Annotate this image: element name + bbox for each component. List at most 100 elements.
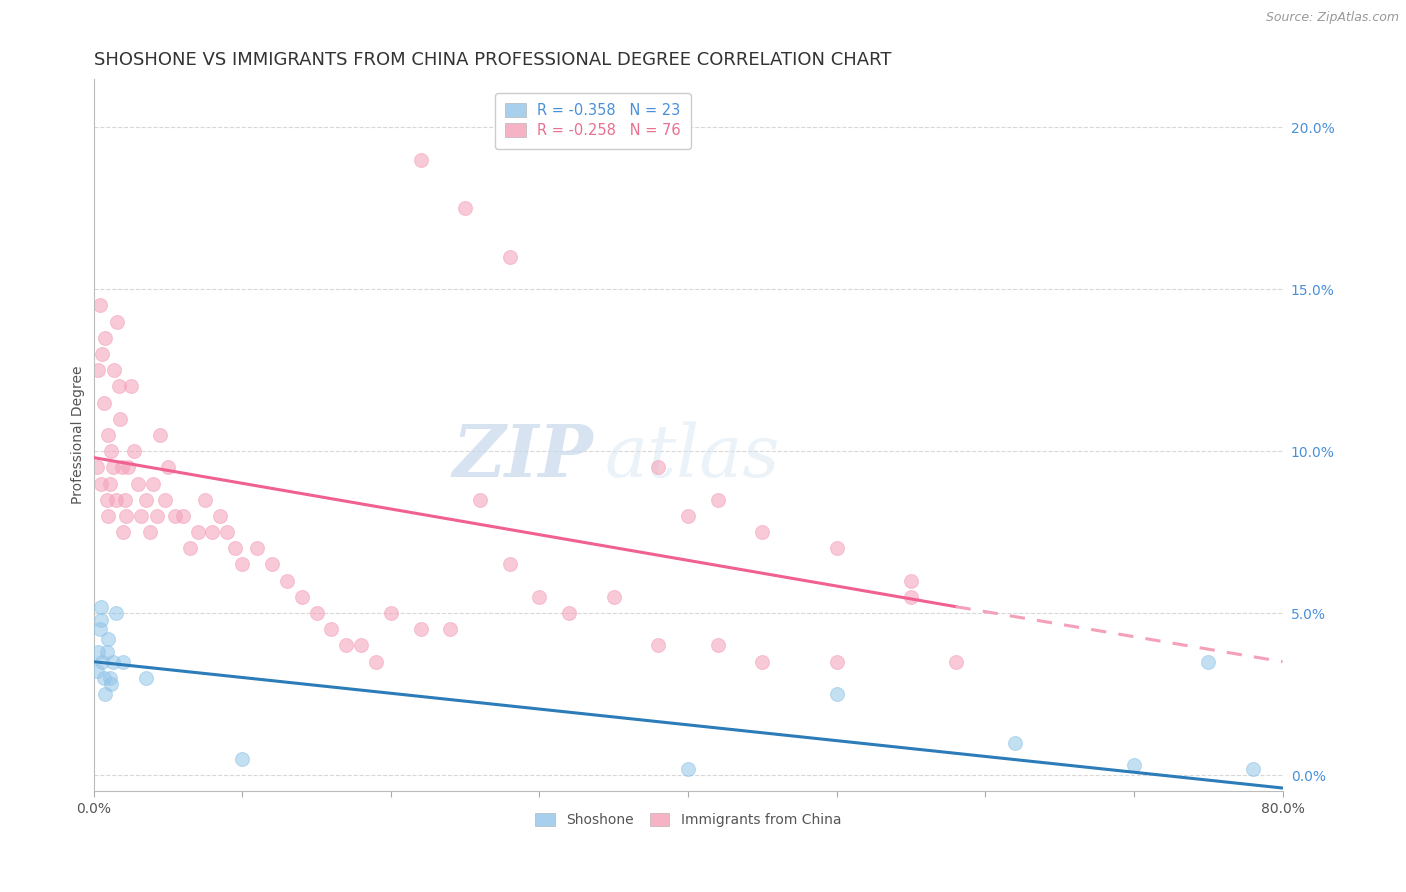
Point <box>707 639 730 653</box>
Point <box>122 444 145 458</box>
Point <box>108 379 131 393</box>
Point <box>165 508 187 523</box>
Point <box>603 590 626 604</box>
Y-axis label: Professional Degree: Professional Degree <box>72 366 86 504</box>
Point <box>97 428 120 442</box>
Point <box>900 590 922 604</box>
Point <box>105 314 128 328</box>
Point <box>529 590 551 604</box>
Point <box>94 687 117 701</box>
Point <box>676 762 699 776</box>
Point <box>101 460 124 475</box>
Point <box>104 492 127 507</box>
Point <box>208 508 231 523</box>
Point <box>114 492 136 507</box>
Point <box>291 590 314 604</box>
Point <box>231 558 253 572</box>
Point <box>153 492 176 507</box>
Point <box>246 541 269 556</box>
Point <box>101 655 124 669</box>
Point <box>129 508 152 523</box>
Point <box>156 460 179 475</box>
Point <box>900 574 922 588</box>
Point <box>97 632 120 646</box>
Point <box>439 622 461 636</box>
Point <box>499 558 522 572</box>
Point <box>93 671 115 685</box>
Point <box>1004 736 1026 750</box>
Point <box>87 645 110 659</box>
Point <box>335 639 357 653</box>
Point <box>499 250 522 264</box>
Text: atlas: atlas <box>605 421 780 491</box>
Point <box>142 476 165 491</box>
Point <box>127 476 149 491</box>
Point <box>305 606 328 620</box>
Point <box>110 411 132 425</box>
Text: ZIP: ZIP <box>453 421 593 491</box>
Point <box>91 347 114 361</box>
Point <box>90 613 112 627</box>
Point <box>100 677 122 691</box>
Point <box>111 460 134 475</box>
Point <box>825 655 848 669</box>
Point <box>97 508 120 523</box>
Point <box>86 665 108 679</box>
Point <box>454 201 477 215</box>
Point <box>321 622 343 636</box>
Point <box>96 492 118 507</box>
Point <box>676 508 699 523</box>
Point <box>647 460 669 475</box>
Point <box>115 508 138 523</box>
Point <box>468 492 491 507</box>
Point <box>103 363 125 377</box>
Point <box>94 331 117 345</box>
Point <box>224 541 246 556</box>
Point <box>217 525 239 540</box>
Point <box>90 476 112 491</box>
Point <box>89 622 111 636</box>
Point <box>172 508 194 523</box>
Point <box>89 298 111 312</box>
Point <box>96 645 118 659</box>
Point <box>149 428 172 442</box>
Point <box>1122 758 1144 772</box>
Point <box>751 525 773 540</box>
Point <box>100 444 122 458</box>
Point <box>194 492 217 507</box>
Point <box>201 525 224 540</box>
Point <box>1197 655 1219 669</box>
Point <box>135 492 157 507</box>
Point <box>135 671 157 685</box>
Point <box>93 395 115 409</box>
Point <box>112 525 135 540</box>
Point <box>350 639 373 653</box>
Point <box>825 687 848 701</box>
Point <box>120 379 142 393</box>
Point <box>1241 762 1264 776</box>
Point <box>90 599 112 614</box>
Point <box>558 606 581 620</box>
Point <box>104 606 127 620</box>
Point <box>91 655 114 669</box>
Point <box>112 655 135 669</box>
Point <box>364 655 387 669</box>
Point <box>825 541 848 556</box>
Point <box>179 541 201 556</box>
Point <box>139 525 162 540</box>
Point <box>86 460 108 475</box>
Point <box>260 558 283 572</box>
Point <box>87 363 110 377</box>
Point <box>751 655 773 669</box>
Point <box>98 671 121 685</box>
Point <box>380 606 402 620</box>
Point <box>707 492 730 507</box>
Legend: Shoshone, Immigrants from China: Shoshone, Immigrants from China <box>529 806 848 834</box>
Point <box>276 574 298 588</box>
Point <box>647 639 669 653</box>
Point <box>98 476 121 491</box>
Point <box>409 622 432 636</box>
Point <box>146 508 169 523</box>
Text: SHOSHONE VS IMMIGRANTS FROM CHINA PROFESSIONAL DEGREE CORRELATION CHART: SHOSHONE VS IMMIGRANTS FROM CHINA PROFES… <box>94 51 891 69</box>
Text: Source: ZipAtlas.com: Source: ZipAtlas.com <box>1265 11 1399 24</box>
